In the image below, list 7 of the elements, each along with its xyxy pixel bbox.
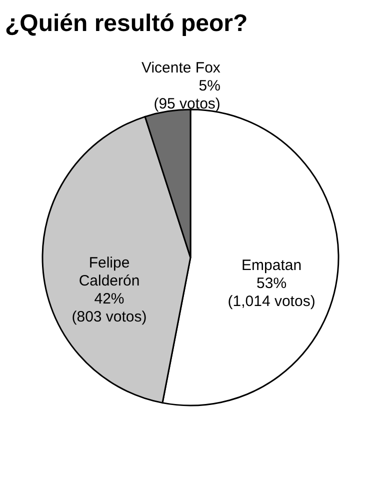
slice-label: Felipe Calderón	[78, 254, 140, 290]
data-label: 5% (95 votos)	[154, 77, 220, 112]
chart-title: ¿Quién resultó peor?	[5, 10, 248, 37]
data-label: 42% (803 votos)	[72, 290, 147, 326]
slice-label: Vicente Fox	[141, 59, 221, 76]
data-label: 53% (1,014 votos)	[228, 275, 316, 310]
slice-label: Empatan	[242, 257, 302, 274]
